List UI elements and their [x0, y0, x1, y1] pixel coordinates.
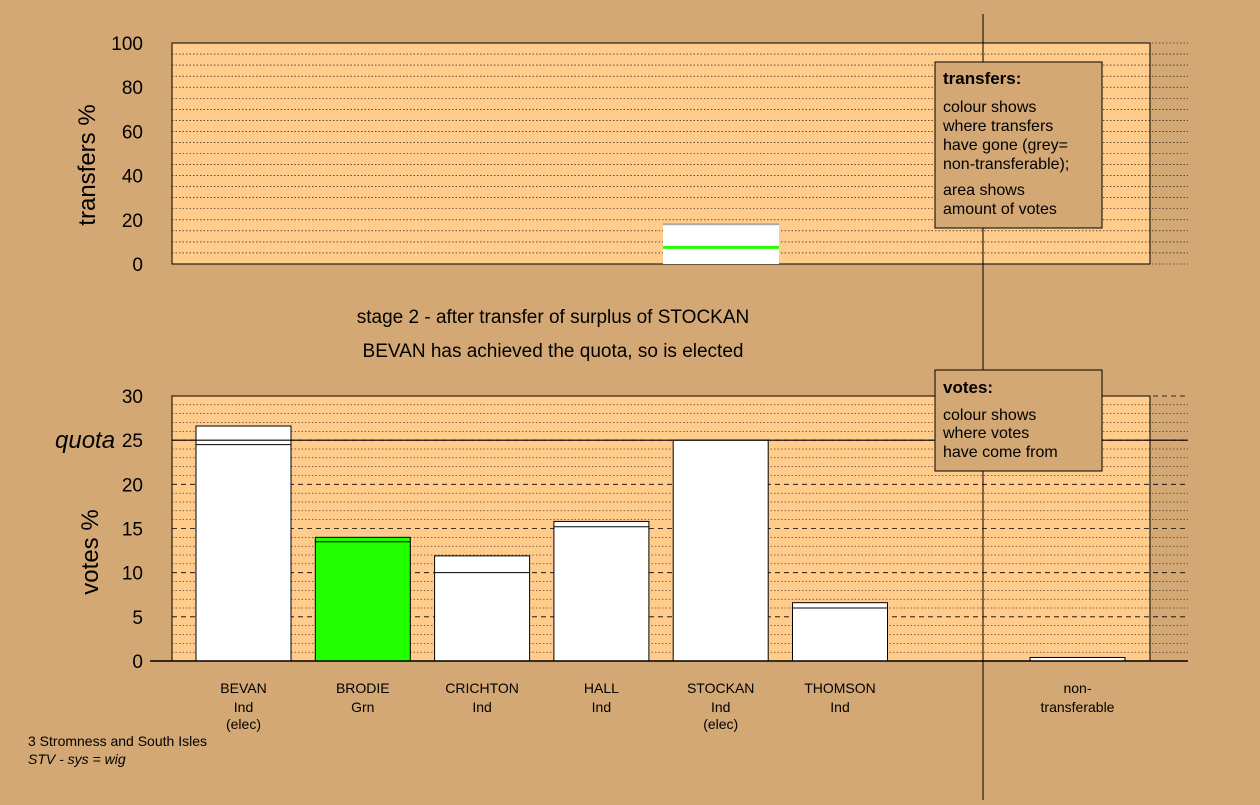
transfers-legend-line: colour shows: [943, 99, 1036, 116]
candidate-name: THOMSON: [804, 680, 876, 696]
stage-title: stage 2 - after transfer of surplus of S…: [357, 307, 749, 328]
transfers-legend-line: have gone (grey=: [943, 137, 1068, 154]
quota-label: quota: [55, 427, 115, 454]
nontransferable-label: transferable: [1041, 699, 1115, 715]
votes-legend: votes: colour shows where votes have com…: [934, 369, 1103, 472]
transfers-legend-heading: transfers:: [943, 69, 1021, 88]
vote-bar-crichton: [434, 555, 531, 662]
transfers-legend-line: where transfers: [942, 118, 1053, 135]
candidate-party: Ind: [592, 699, 611, 715]
candidate-name: BEVAN: [220, 680, 266, 696]
vote-bar-stockan: [672, 439, 769, 662]
candidate-labels: BEVANInd(elec)BRODIEGrnCRICHTONIndHALLIn…: [220, 680, 1114, 732]
votes-legend-line: colour shows: [943, 407, 1036, 424]
candidate-name: BRODIE: [336, 680, 390, 696]
vote-bar-hall: [553, 520, 650, 662]
elected-title: BEVAN has achieved the quota, so is elec…: [363, 341, 744, 362]
votes-y-tick-label: 15: [122, 520, 143, 541]
candidate-status: (elec): [703, 716, 738, 732]
transfers-y-tick-label: 80: [122, 78, 143, 99]
votes-y-tick-label: 20: [122, 475, 143, 496]
system-footer: STV - sys = wig: [28, 751, 126, 767]
votes-legend-line: have come from: [943, 444, 1058, 461]
transfers-gridlines: [172, 42, 1188, 265]
nontransferable-label: non-: [1063, 680, 1091, 696]
candidate-party: Grn: [351, 699, 374, 715]
votes-legend-line: where votes: [942, 425, 1029, 442]
votes-y-ticks: 0 5 10 15 20 25 30: [122, 387, 143, 673]
votes-y-tick-label: 0: [132, 652, 143, 673]
votes-legend-box: [934, 369, 1103, 472]
transfers-legend: transfers: colour shows where transfers …: [934, 61, 1103, 229]
transfers-legend-line: area shows: [943, 182, 1025, 199]
candidate-name: CRICHTON: [445, 680, 519, 696]
transfers-bars: [663, 223, 779, 264]
candidate-status: (elec): [226, 716, 261, 732]
votes-y-tick-label: 30: [122, 387, 143, 408]
candidate-name: HALL: [584, 680, 619, 696]
transfers-legend-line: non-transferable);: [943, 156, 1069, 173]
votes-y-tick-label: 10: [122, 564, 143, 585]
candidate-party: Ind: [830, 699, 849, 715]
votes-bars: [150, 425, 1188, 662]
candidate-name: STOCKAN: [687, 680, 754, 696]
vote-bar-thomson: [792, 602, 888, 662]
candidate-party: Ind: [711, 699, 730, 715]
votes-y-tick-label: 5: [132, 608, 143, 629]
transfers-legend-line: amount of votes: [943, 201, 1057, 218]
transfer-bar-stockan: [663, 224, 779, 264]
vote-bar-brodie: [314, 536, 411, 662]
transfers-y-tick-label: 100: [111, 34, 143, 55]
vote-bar-bevan: [195, 425, 292, 662]
transfers-y-tick-label: 0: [132, 255, 143, 276]
transfers-y-tick-label: 40: [122, 167, 143, 188]
transfers-legend-box: [934, 61, 1103, 229]
transfers-y-tick-label: 20: [122, 211, 143, 232]
transfers-y-axis-label: transfers %: [74, 104, 101, 225]
candidate-party: Ind: [234, 699, 253, 715]
votes-legend-heading: votes:: [943, 378, 993, 397]
transfers-y-tick-label: 60: [122, 122, 143, 143]
votes-y-axis-label: votes %: [77, 509, 104, 594]
candidate-party: Ind: [472, 699, 491, 715]
constituency-footer: 3 Stromness and South Isles: [28, 733, 207, 749]
transfers-y-ticks: 0 20 40 60 80 100: [111, 34, 143, 276]
votes-y-tick-label: 25: [122, 431, 143, 452]
